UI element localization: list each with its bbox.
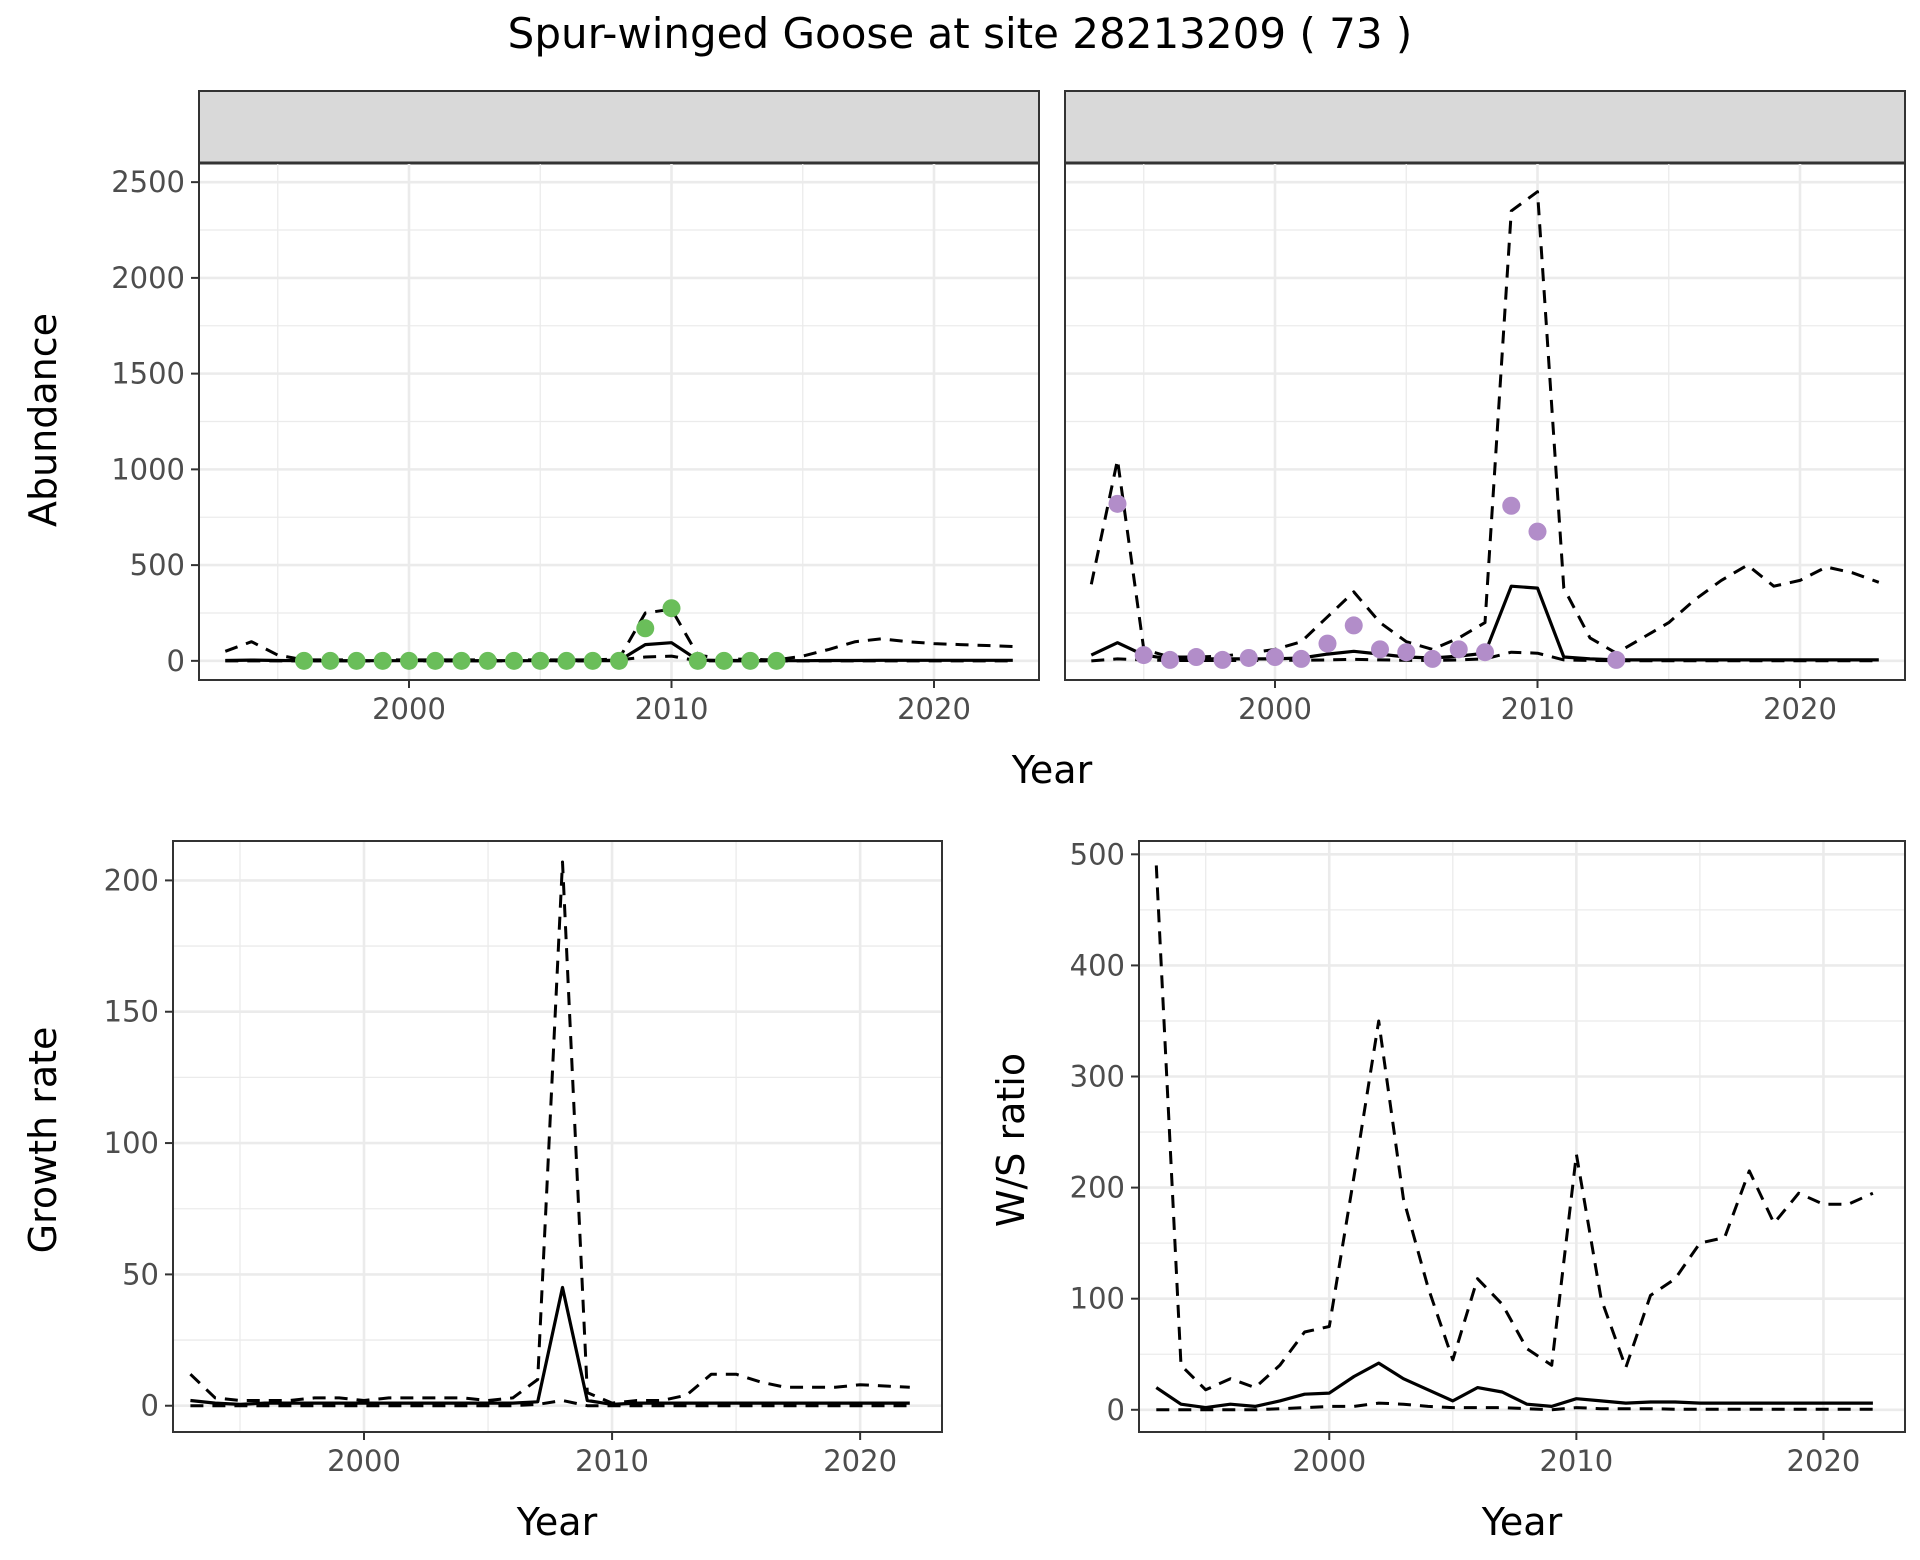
summer-y-tick-label: 2000 xyxy=(111,261,185,295)
ratio-y-tick-label: 500 xyxy=(1070,837,1125,871)
winter-data-point xyxy=(1266,648,1284,667)
ratio-x-tick-label: 2010 xyxy=(1539,1444,1613,1478)
ratio-y-tick-label: 200 xyxy=(1070,1171,1125,1205)
winter-data-point xyxy=(1607,650,1626,669)
summer-data-point xyxy=(295,651,313,670)
winter-data-point xyxy=(1239,648,1258,667)
growth-y-tick-label: 0 xyxy=(141,1389,159,1423)
winter-data-point xyxy=(1449,640,1468,659)
growth-y-axis-label: Growth rate xyxy=(21,1027,65,1254)
growth-y-tick-label: 200 xyxy=(104,863,159,897)
growth-series-line-1 xyxy=(189,860,910,1405)
ratio-panel-border xyxy=(1138,840,1906,1433)
winter-data-point xyxy=(1318,634,1337,653)
top-y-axis-label: Abundance xyxy=(21,313,65,527)
summer-panel-border xyxy=(198,162,1040,681)
summer-x-tick-label: 2020 xyxy=(897,692,971,726)
growth-y-tick-label: 150 xyxy=(104,995,159,1029)
top-x-axis-label: Year xyxy=(1011,748,1093,792)
summer-x-tick-label: 2000 xyxy=(372,692,446,726)
winter-x-tick-label: 2020 xyxy=(1763,692,1837,726)
ratio-x-axis-label: Year xyxy=(1481,1500,1563,1544)
summer-strip xyxy=(198,90,1040,164)
summer-data-point xyxy=(662,599,681,618)
summer-y-tick-label: 1000 xyxy=(111,452,185,486)
ratio-y-tick-label: 400 xyxy=(1070,948,1125,982)
summer-data-point xyxy=(426,651,445,670)
winter-panel-border xyxy=(1064,162,1906,681)
winter-data-point xyxy=(1134,646,1153,665)
summer-y-tick-label: 1500 xyxy=(111,357,185,391)
winter-data-point xyxy=(1108,494,1127,513)
growth-series-line-0 xyxy=(190,1285,910,1407)
summer-y-tick-label: 0 xyxy=(167,644,185,678)
ratio-plot-background xyxy=(1139,841,1905,1432)
ratio-series-line-2 xyxy=(1156,1401,1873,1412)
growth-x-tick-label: 2000 xyxy=(327,1444,401,1478)
winter-data-point xyxy=(1344,616,1363,635)
winter-data-point xyxy=(1397,643,1416,662)
ratio-series-line-0 xyxy=(1155,1361,1873,1410)
growth-x-axis-label: Year xyxy=(516,1500,598,1544)
ratio-y-tick-label: 0 xyxy=(1107,1393,1125,1427)
winter-x-tick-label: 2000 xyxy=(1238,692,1312,726)
winter-data-point xyxy=(1528,522,1547,541)
winter-data-point xyxy=(1161,650,1179,669)
summer-data-point xyxy=(505,651,523,670)
summer-data-point xyxy=(767,651,786,670)
growth-x-tick-label: 2020 xyxy=(823,1444,897,1478)
ratio-x-tick-label: 2000 xyxy=(1292,1444,1366,1478)
winter-strip xyxy=(1064,90,1906,164)
summer-data-point xyxy=(741,651,760,670)
growth-panel-border xyxy=(172,840,943,1433)
winter-data-point xyxy=(1371,640,1389,659)
summer-data-point xyxy=(531,651,550,670)
summer-data-point xyxy=(715,651,733,670)
ratio-y-axis-label: W/S ratio xyxy=(989,1053,1033,1227)
growth-y-tick-label: 50 xyxy=(122,1257,159,1291)
winter-data-point xyxy=(1292,649,1311,668)
summer-y-tick-label: 500 xyxy=(130,548,185,582)
summer-data-point xyxy=(373,651,392,670)
ratio-x-tick-label: 2020 xyxy=(1787,1444,1861,1478)
summer-x-tick-label: 2010 xyxy=(635,692,709,726)
summer-data-point xyxy=(347,651,366,670)
summer-data-point xyxy=(400,651,418,670)
summer-data-point xyxy=(583,651,602,670)
winter-data-point xyxy=(1213,650,1232,669)
growth-y-tick-label: 100 xyxy=(104,1126,159,1160)
growth-x-tick-label: 2010 xyxy=(575,1444,649,1478)
ratio-y-tick-label: 100 xyxy=(1070,1282,1125,1316)
summer-data-point xyxy=(610,651,628,670)
chart-title: Spur-winged Goose at site 28213209 ( 73 … xyxy=(508,9,1413,58)
winter-data-point xyxy=(1423,649,1442,668)
summer-data-point xyxy=(321,651,340,670)
summer-data-point xyxy=(688,651,707,670)
summer-data-point xyxy=(452,651,471,670)
winter-data-point xyxy=(1476,643,1494,662)
winter-data-point xyxy=(1502,496,1521,515)
winter-x-tick-label: 2010 xyxy=(1501,692,1575,726)
growth-plot-background xyxy=(173,841,942,1432)
summer-data-point xyxy=(636,619,655,638)
winter-data-point xyxy=(1187,648,1206,667)
summer-data-point xyxy=(478,651,497,670)
summer-data-point xyxy=(557,651,576,670)
ratio-series-line-1 xyxy=(1154,865,1874,1392)
growth-series-line-2 xyxy=(190,1399,910,1408)
ratio-y-tick-label: 300 xyxy=(1070,1060,1125,1094)
summer-y-tick-label: 2500 xyxy=(111,165,185,199)
